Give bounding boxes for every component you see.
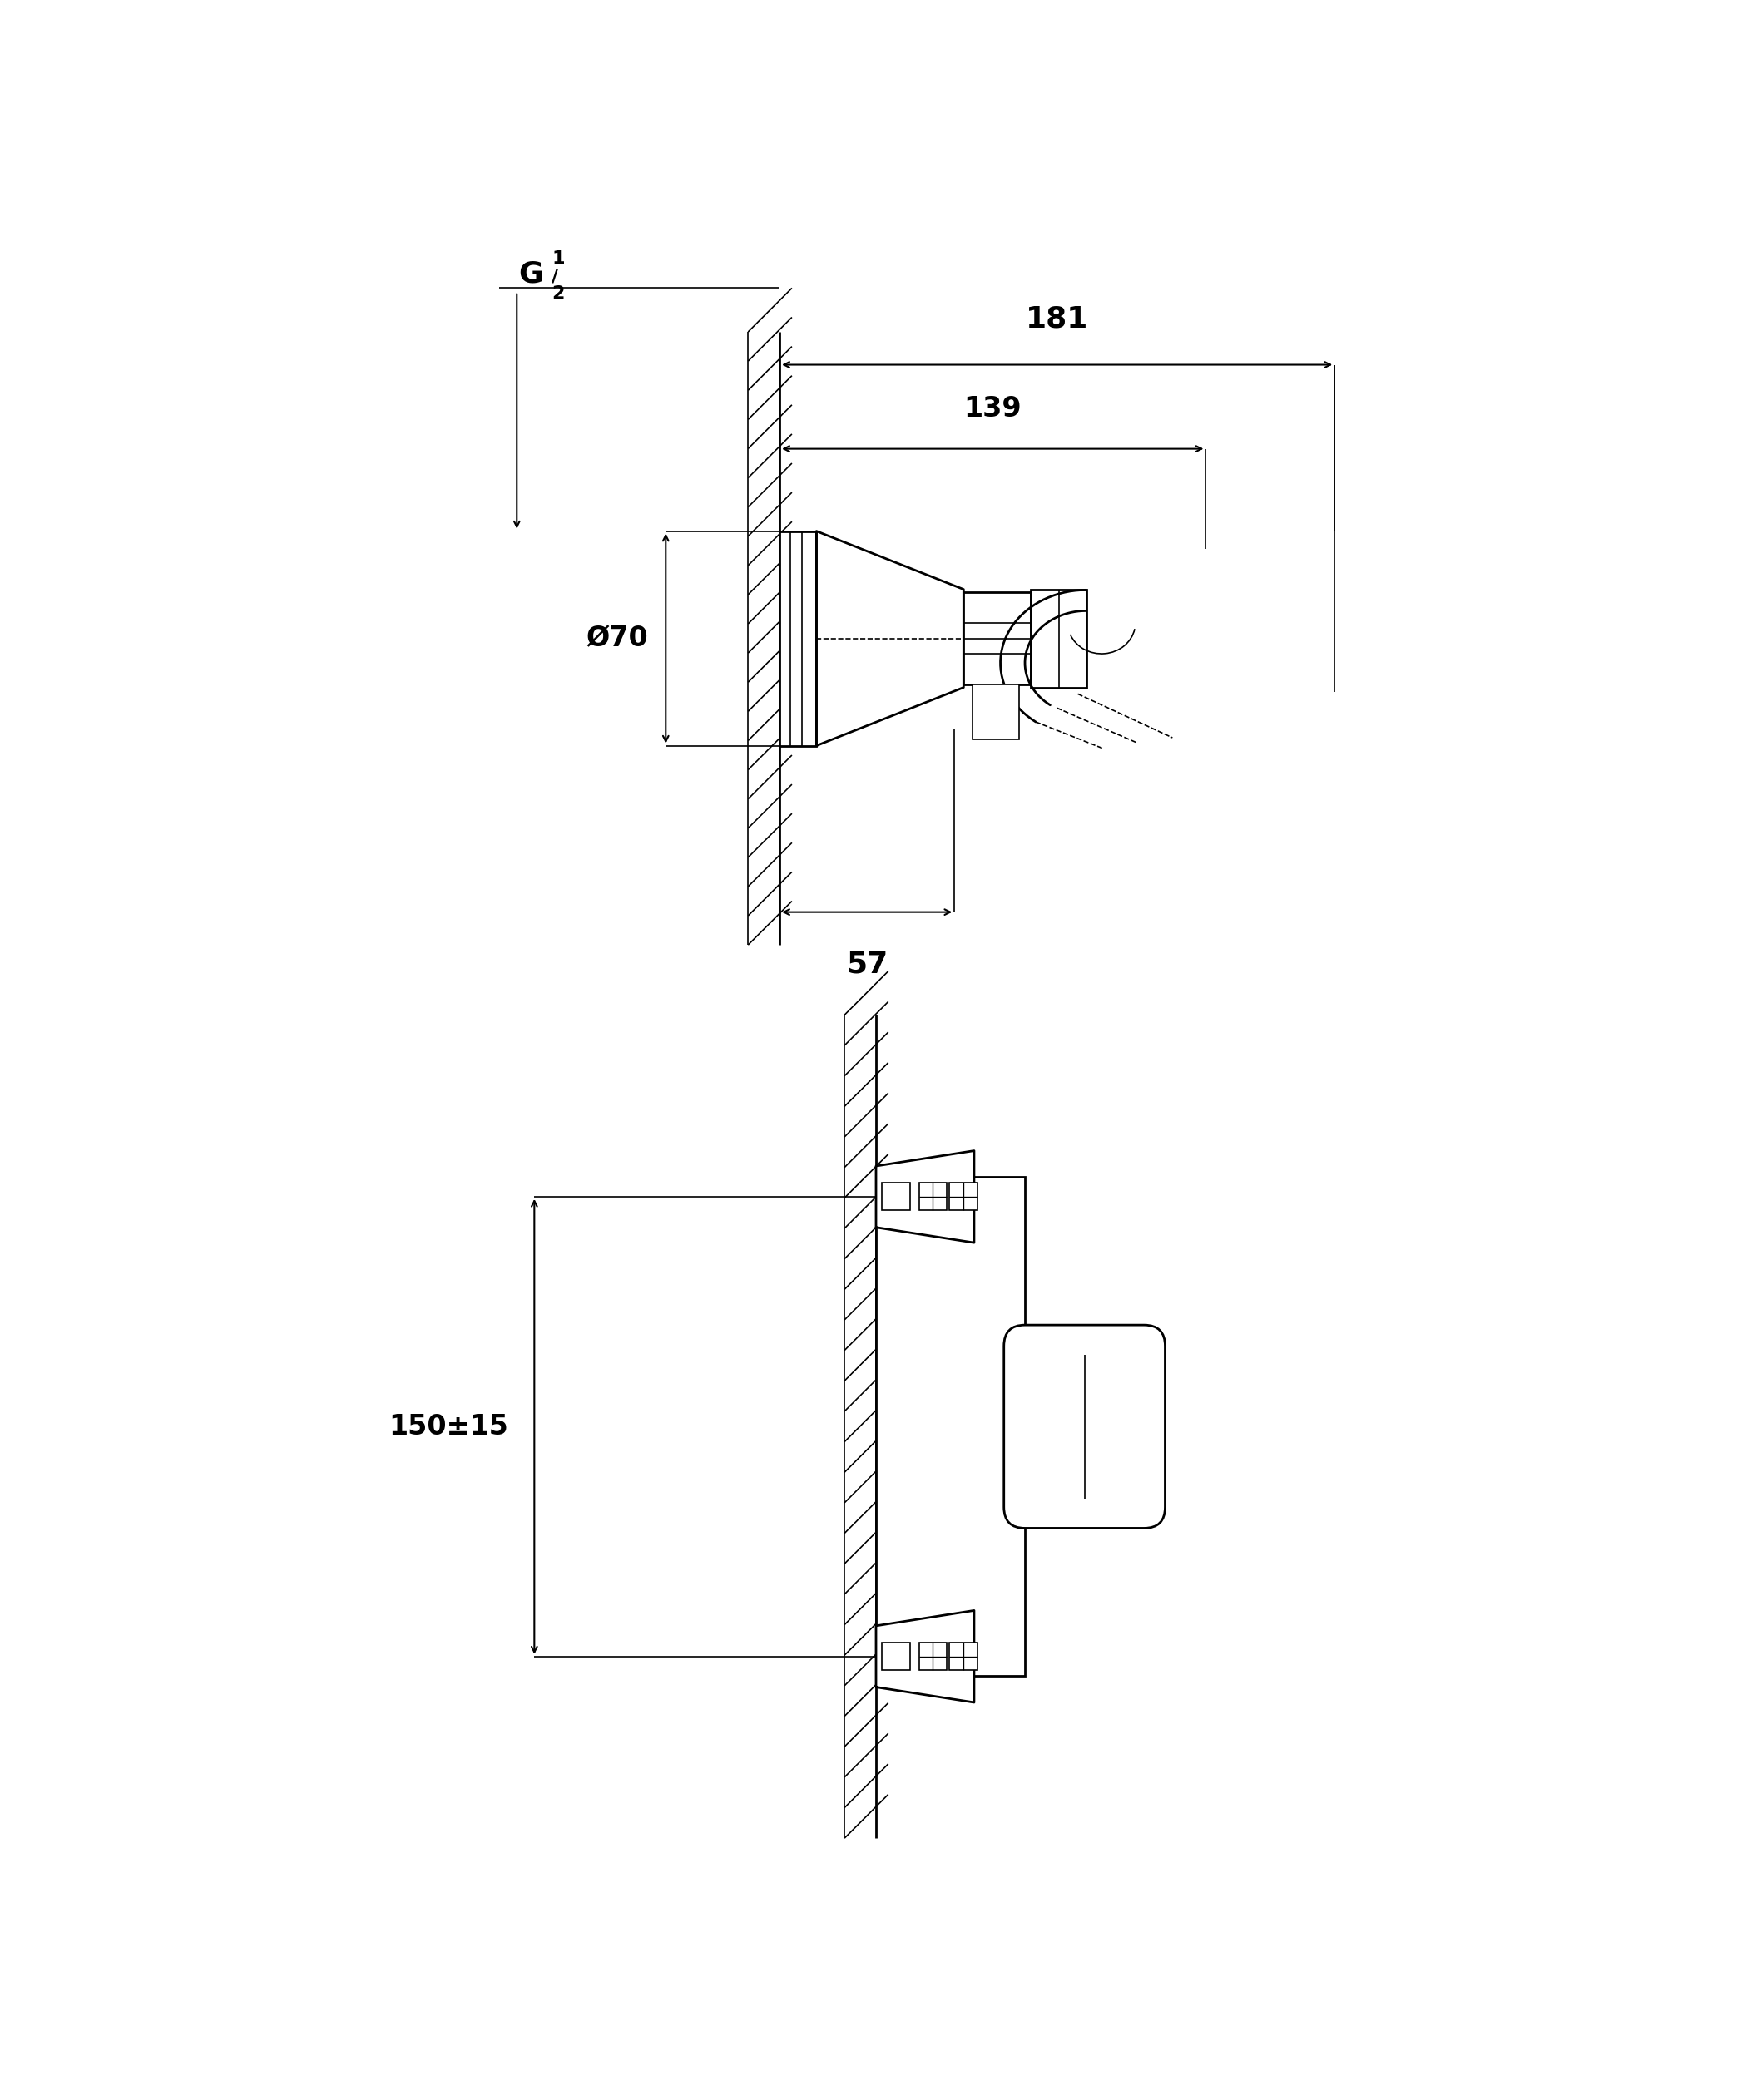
Bar (1030, 590, 1086, 687)
Bar (881, 1642, 909, 1670)
Polygon shape (876, 1151, 974, 1243)
FancyBboxPatch shape (1004, 1325, 1165, 1529)
Bar (950, 1642, 978, 1670)
Polygon shape (816, 531, 964, 746)
Text: 181: 181 (1025, 304, 1088, 334)
Text: 2: 2 (552, 286, 564, 302)
Text: 57: 57 (846, 951, 888, 979)
Bar (918, 1182, 946, 1210)
Text: G: G (519, 260, 543, 288)
Text: 139: 139 (964, 395, 1021, 422)
Polygon shape (876, 1611, 974, 1703)
Bar (950, 1182, 978, 1210)
Text: 1: 1 (552, 250, 564, 267)
Text: Ø70: Ø70 (587, 624, 648, 653)
Bar (780, 531, 816, 746)
Bar (876, 1176, 1025, 1676)
Text: /: / (552, 269, 559, 286)
Bar (881, 1182, 909, 1210)
Text: 150±15: 150±15 (389, 1413, 508, 1441)
Bar (972, 685, 1020, 739)
Bar (918, 1642, 946, 1670)
Bar (964, 592, 1030, 685)
